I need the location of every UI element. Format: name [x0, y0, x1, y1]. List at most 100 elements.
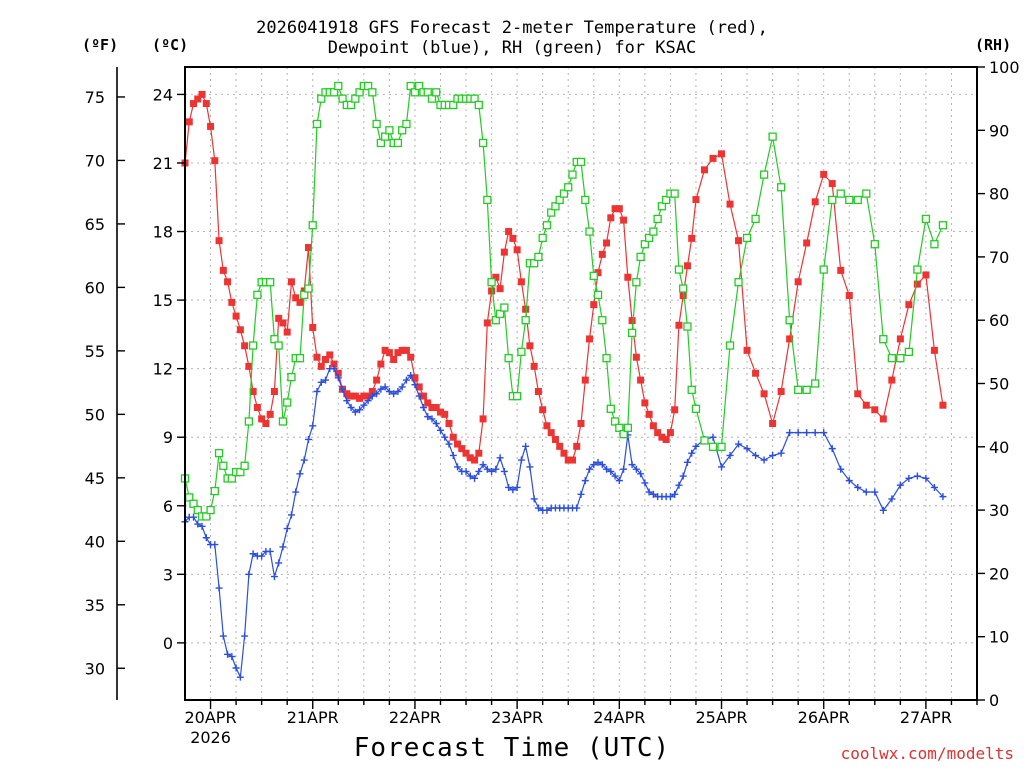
rh-marker-square-open	[828, 195, 837, 205]
x-axis-title: Forecast Time (UTC)	[353, 733, 671, 763]
rh-marker-square-open	[248, 341, 258, 350]
2-meter-temperature-marker-square-filled	[577, 419, 585, 427]
dewpoint-marker-plus	[432, 419, 440, 427]
dewpoint-marker-plus	[190, 513, 198, 521]
dewpoint-marker-plus	[347, 403, 355, 411]
rh-marker-square-open	[776, 183, 786, 192]
dewpoint-marker-plus	[513, 483, 521, 491]
fahrenheit-tick-label: 40	[85, 532, 105, 551]
rh-marker-square-open	[474, 100, 483, 110]
2-meter-temperature-marker-square-filled	[769, 419, 777, 427]
2-meter-temperature-marker-square-filled	[207, 122, 215, 130]
2-meter-temperature-marker-square-filled	[709, 154, 717, 162]
dewpoint-marker-plus	[351, 408, 359, 416]
dewpoint-marker-plus	[292, 488, 300, 496]
dewpoint-marker-plus	[590, 461, 598, 469]
dewpoint-marker-plus	[466, 472, 474, 480]
2-meter-temperature-marker-square-filled	[449, 433, 457, 441]
rh-marker-square-open	[896, 354, 905, 363]
rh-marker-square-open	[432, 88, 441, 97]
2-meter-temperature-marker-square-filled	[275, 314, 283, 322]
2-meter-temperature-marker-square-filled	[317, 362, 325, 370]
dewpoint-marker-plus	[718, 463, 726, 471]
celsius-tick-label: 18	[153, 223, 173, 242]
2-meter-temperature-marker-square-filled	[194, 95, 202, 103]
dewpoint-marker-plus	[334, 374, 342, 382]
2-meter-temperature-marker-square-filled	[551, 435, 559, 443]
2-meter-temperature-marker-square-filled	[364, 392, 372, 400]
rh-marker-square-open	[534, 252, 543, 262]
2-meter-temperature-marker-square-filled	[888, 376, 896, 384]
dewpoint-marker-plus	[577, 490, 585, 498]
dewpoint-marker-plus	[330, 365, 338, 373]
2-meter-temperature-marker-square-filled	[253, 403, 261, 411]
2-meter-temperature-marker-square-filled	[820, 170, 828, 178]
dewpoint-marker-plus	[309, 422, 317, 430]
fahrenheit-tick-label: 65	[85, 215, 105, 234]
dewpoint-marker-plus	[777, 449, 785, 457]
2-meter-temperature-marker-square-filled	[458, 445, 466, 453]
rh-marker-square-open	[308, 221, 317, 230]
2-meter-temperature-marker-square-filled	[854, 390, 862, 398]
dewpoint-marker-plus	[228, 653, 236, 661]
2-meter-temperature-marker-square-filled	[735, 237, 743, 245]
rh-marker-square-open	[240, 461, 249, 470]
x-tick-sublabel: 2026	[190, 728, 231, 747]
2-meter-temperature-marker-square-filled	[326, 351, 334, 359]
dewpoint-marker-plus	[339, 385, 347, 393]
dewpoint-marker-plus	[760, 456, 768, 464]
2-meter-temperature-marker-square-filled	[679, 292, 687, 300]
2-meter-temperature-marker-square-filled	[594, 269, 602, 277]
2-meter-temperature-marker-square-filled	[236, 326, 244, 334]
rh-marker-square-open	[938, 221, 948, 230]
rh-marker-square-open	[593, 290, 603, 300]
rh-marker-square-open	[921, 214, 931, 224]
2-meter-temperature-marker-square-filled	[692, 196, 700, 204]
rh-marker-square-open	[530, 259, 539, 268]
2-meter-temperature-marker-square-filled	[726, 200, 734, 208]
2-meter-temperature-marker-square-filled	[479, 415, 487, 423]
2-meter-temperature-marker-square-filled	[534, 387, 542, 395]
dewpoint-marker-plus	[671, 490, 679, 498]
dewpoint-marker-plus	[496, 454, 504, 462]
2-meter-temperature-marker-square-filled	[530, 362, 538, 370]
rh-marker-square-open	[610, 417, 620, 426]
rh-marker-square-open	[346, 100, 356, 110]
2-meter-temperature-marker-square-filled	[526, 342, 534, 350]
2-meter-temperature-marker-square-filled	[428, 403, 436, 411]
rh-marker-square-open	[879, 335, 888, 344]
2-meter-temperature-marker-square-filled	[513, 246, 521, 254]
celsius-tick-label: 24	[153, 85, 173, 104]
rh-marker-square-open	[794, 385, 803, 394]
rh-tick-label: 70	[989, 248, 1009, 267]
rh-marker-square-open	[576, 157, 586, 167]
source-credit: coolwx.com/modelts	[840, 744, 1014, 763]
rh-tick-label: 10	[989, 628, 1009, 647]
2-meter-temperature-marker-square-filled	[560, 449, 568, 457]
rh-marker-square-open	[380, 132, 390, 141]
dewpoint-marker-plus	[913, 472, 921, 480]
dewpoint-marker-plus	[726, 451, 734, 459]
rh-marker-square-open	[266, 278, 275, 287]
dewpoint-marker-plus	[803, 429, 811, 437]
dewpoint-marker-plus	[794, 429, 802, 437]
dewpoint-marker-plus	[475, 467, 483, 475]
2-meter-temperature-marker-square-filled	[402, 346, 410, 354]
celsius-tick-label: 9	[163, 428, 173, 447]
dewpoint-marker-plus	[573, 504, 581, 512]
dewpoint-marker-plus	[922, 474, 930, 482]
rh-marker-square-open	[653, 214, 662, 224]
fahrenheit-tick-label: 30	[85, 659, 105, 678]
2-meter-temperature-marker-square-filled	[394, 349, 402, 357]
2-meter-temperature-marker-square-filled	[454, 440, 462, 448]
dewpoint-marker-plus	[202, 534, 210, 542]
rh-marker-square-open	[478, 138, 488, 148]
x-tick-label: 22APR	[389, 708, 441, 727]
2-meter-temperature-marker-square-filled	[385, 349, 393, 357]
rh-marker-square-open	[687, 385, 696, 394]
rh-marker-square-open	[512, 392, 522, 401]
dewpoint-marker-plus	[530, 495, 538, 503]
2-meter-temperature-marker-square-filled	[407, 353, 415, 361]
2-meter-temperature-marker-square-filled	[611, 205, 619, 213]
rh-marker-square-open	[559, 189, 569, 198]
